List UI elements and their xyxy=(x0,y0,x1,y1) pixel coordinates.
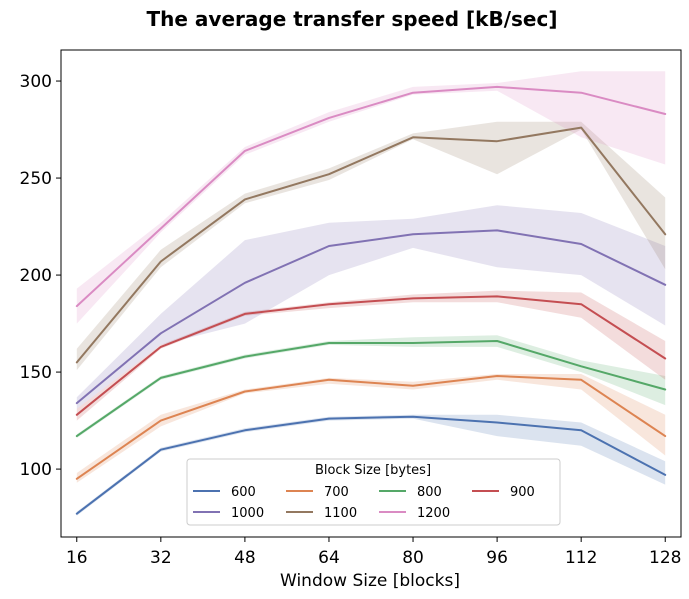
series-lines xyxy=(75,85,667,515)
series-line-1000 xyxy=(75,229,667,405)
series-band-900 xyxy=(76,290,666,421)
x-tick-label: 80 xyxy=(402,548,424,568)
y-tick-label: 300 xyxy=(20,72,52,92)
y-tick-label: 200 xyxy=(20,266,52,286)
x-tick-label: 112 xyxy=(565,548,597,568)
plot-frame xyxy=(60,49,682,538)
legend-label-600: 600 xyxy=(231,485,256,500)
y-axis: 100 150 200 250 300 xyxy=(20,72,61,480)
series-line-800 xyxy=(75,340,667,438)
legend-label-1000: 1000 xyxy=(231,506,264,521)
x-tick-label: 48 xyxy=(234,548,256,568)
legend-box xyxy=(186,458,561,526)
legend-label-1200: 1200 xyxy=(417,506,450,521)
legend-title: Block Size [bytes] xyxy=(315,463,431,478)
series-line-1200 xyxy=(75,85,667,308)
legend: Block Size [bytes] 600 700 800 900 1000 1100 1… xyxy=(186,458,561,526)
legend-label-700: 700 xyxy=(324,485,349,500)
legend-label-900: 900 xyxy=(510,485,535,500)
x-tick-label: 96 xyxy=(486,548,508,568)
y-tick-label: 150 xyxy=(20,363,52,383)
legend-label-800: 800 xyxy=(417,485,442,500)
series-band-1100 xyxy=(76,121,666,371)
y-tick-label: 100 xyxy=(20,460,52,480)
y-tick-label: 250 xyxy=(20,169,52,189)
legend-label-1100: 1100 xyxy=(324,506,357,521)
x-tick-label: 16 xyxy=(66,548,88,568)
series-line-900 xyxy=(75,295,667,416)
x-tick-label: 64 xyxy=(318,548,340,568)
chart-title: The average transfer speed [kB/sec] xyxy=(147,7,558,31)
series-line-700 xyxy=(75,375,667,480)
series-line-1100 xyxy=(75,126,667,364)
x-tick-label: 128 xyxy=(649,548,681,568)
x-axis-label: Window Size [blocks] xyxy=(280,571,460,591)
x-axis: 16 32 48 64 80 96 112 128 xyxy=(66,537,681,568)
series-band-700 xyxy=(76,374,666,483)
x-tick-label: 32 xyxy=(150,548,172,568)
series-band-1000 xyxy=(76,205,666,409)
series-band-1200 xyxy=(76,71,666,324)
series-line-600 xyxy=(75,415,667,515)
